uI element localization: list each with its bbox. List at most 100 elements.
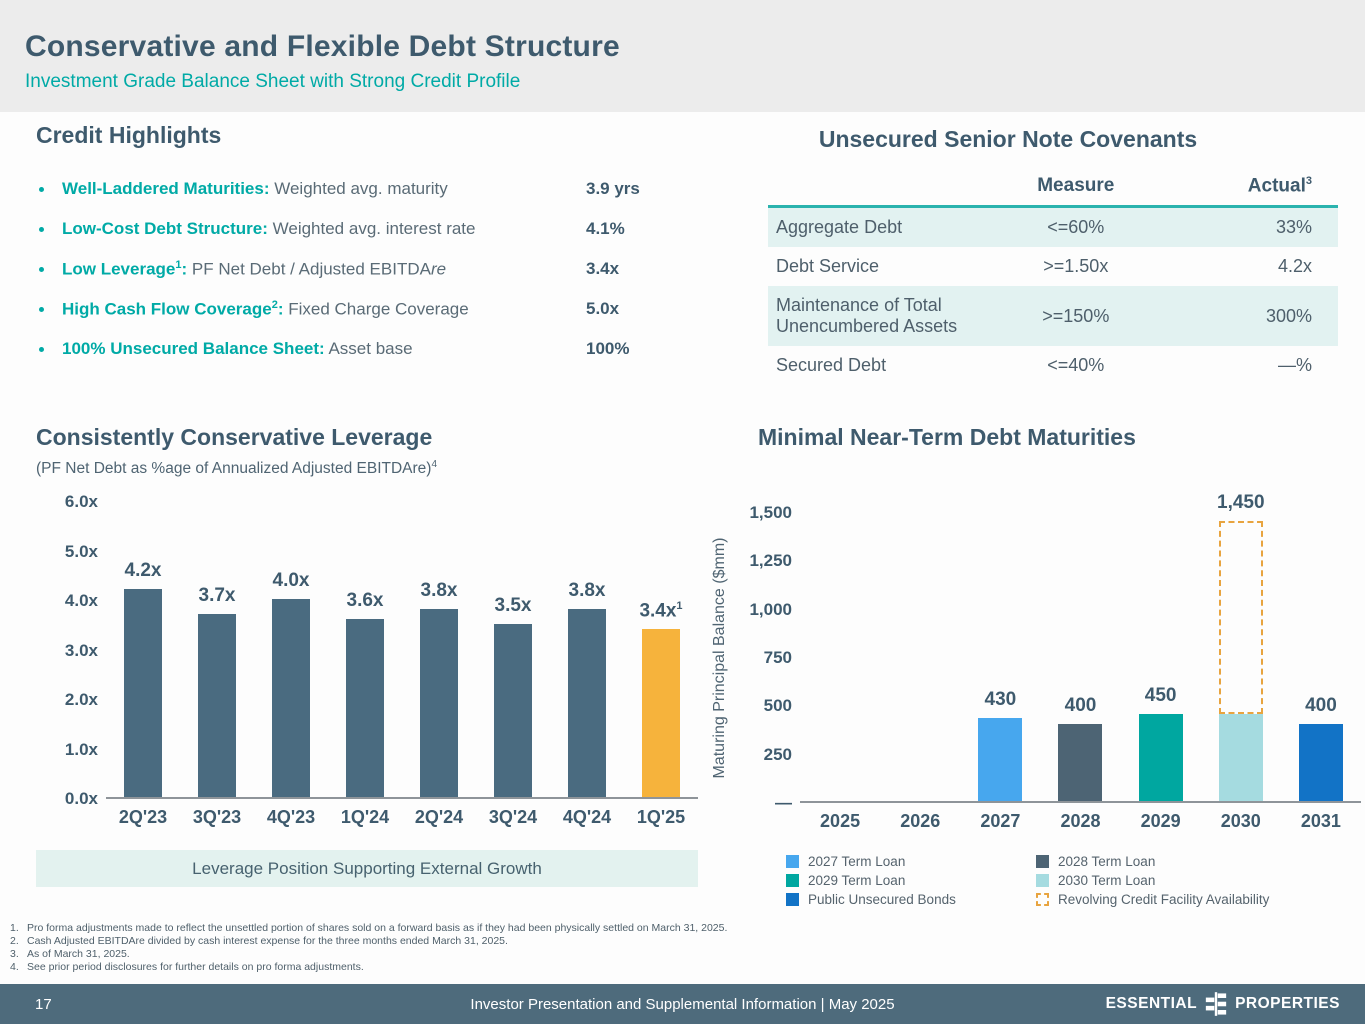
leverage-bar-slot: 4.2x — [106, 502, 180, 798]
covenants-section: Unsecured Senior Note Covenants Measure … — [768, 126, 1338, 385]
leverage-bar-slot: 3.5x — [476, 502, 550, 798]
x-tick-label: 2031 — [1300, 811, 1341, 831]
maturities-y-axis-label: Maturing Principal Balance ($mm) — [711, 537, 728, 779]
x-tick-label: 1Q'25 — [636, 807, 686, 828]
leverage-bar — [568, 609, 606, 798]
leverage-caption-banner: Leverage Position Supporting External Gr… — [36, 850, 698, 888]
slide-footer: 17 Investor Presentation and Supplementa… — [0, 984, 1365, 1024]
covenant-row: Maintenance of Total Unencumbered Assets… — [768, 286, 1338, 347]
legend-item: Public Unsecured Bonds — [786, 892, 1036, 907]
maturity-bar — [1138, 714, 1183, 801]
maturity-bar-slot — [800, 513, 880, 801]
leverage-bar-slot: 3.8x — [402, 502, 476, 798]
covenant-row: Secured Debt <=40% —% — [768, 346, 1338, 385]
x-tick-label: 2025 — [820, 811, 861, 831]
legend-item: 2030 Term Loan — [1036, 873, 1361, 888]
maturities-legend: 2027 Term Loan 2029 Term Loan Public Unsec… — [786, 854, 1361, 907]
x-tick-label: 3Q'24 — [488, 807, 538, 828]
x-tick-label: 2026 — [900, 811, 941, 831]
bullet-value: 4.1% — [586, 219, 625, 238]
bar-value-label: 4.2x — [124, 560, 162, 582]
bullet-colon: : — [277, 299, 284, 319]
footer-caption: Investor Presentation and Supplemental I… — [470, 995, 895, 1013]
covenant-measure: <=60% — [1047, 217, 1105, 238]
legend-label: 2027 Term Loan — [808, 854, 906, 869]
credit-bullet: 100% Unsecured Balance Sheet: Asset base… — [36, 329, 686, 369]
bullet-label: 100% Unsecured Balance Sheet — [62, 339, 320, 358]
legend-swatch-icon — [1036, 855, 1049, 868]
revolver-total-label: 1,450 — [1217, 492, 1265, 513]
x-tick-label: 2Q'23 — [118, 807, 168, 828]
bullet-dot-icon — [39, 346, 44, 352]
footnote-text: As of March 31, 2025. — [27, 948, 130, 960]
leverage-bar-slot: 3.4x1 — [624, 502, 698, 798]
leverage-bar — [346, 619, 384, 798]
credit-highlights-section: Credit Highlights Well-Laddered Maturiti… — [36, 122, 686, 369]
revolver-availability-box — [1218, 521, 1263, 714]
bullet-label: Well-Laddered Maturities — [62, 179, 264, 198]
x-tick-label: 4Q'24 — [562, 807, 612, 828]
credit-highlights-list: Well-Laddered Maturities: Weighted avg. … — [36, 169, 686, 369]
covenant-actual: —% — [1277, 355, 1312, 376]
footnote: 2. Cash Adjusted EBITDAre divided by cash… — [10, 935, 1110, 948]
y-tick: 6.0x — [64, 492, 98, 512]
bar-value-label: 3.6x — [346, 590, 384, 612]
maturity-bar-slot: 400 — [1040, 513, 1120, 801]
bullet-colon: : — [181, 259, 188, 279]
bar-value-label: 400 — [1064, 695, 1097, 716]
y-tick: 750 — [763, 648, 792, 667]
y-tick: 1.0x — [64, 739, 98, 759]
brand-text-properties: PROPERTIES — [1235, 995, 1340, 1012]
legend-item: 2027 Term Loan — [786, 854, 1036, 869]
legend-item: 2028 Term Loan — [1036, 854, 1361, 869]
leverage-bar — [198, 614, 236, 798]
slide-header: Conservative and Flexible Debt Structure… — [0, 0, 1365, 112]
bar-value-label: 3.4x1 — [639, 599, 683, 622]
leverage-chart-subtitle: (PF Net Debt as %age of Annualized Adjus… — [36, 459, 438, 478]
essential-properties-logo: ESSENTIAL PROPERTIES — [1106, 992, 1340, 1016]
leverage-chart: 6.0x 5.0x 4.0x 3.0x 2.0x 1.0x 0.0x 4.2x 3.7x 4.0… — [36, 492, 698, 828]
credit-bullet: Well-Laddered Maturities: Weighted avg. … — [36, 169, 686, 209]
covenant-row: Debt Service >=1.50x 4.2x — [768, 247, 1338, 286]
bar-value-label: 400 — [1305, 695, 1337, 716]
covenant-measure: >=1.50x — [1043, 256, 1109, 277]
bullet-text: High Cash Flow Coverage2: Fixed Charge C… — [62, 298, 469, 319]
covenant-name: Secured Debt — [776, 355, 887, 376]
maturity-bar — [1298, 724, 1343, 801]
covenant-name: Aggregate Debt — [776, 217, 903, 238]
legend-swatch-icon — [1036, 893, 1049, 906]
bullet-text: Low Leverage1: PF Net Debt / Adjusted EB… — [62, 258, 447, 279]
credit-highlights-heading: Credit Highlights — [36, 122, 222, 148]
legend-label: 2029 Term Loan — [808, 873, 906, 888]
maturities-chart-title: Minimal Near-Term Debt Maturities — [758, 424, 1136, 450]
footnote: 4. See prior period disclosures for furth… — [10, 961, 1110, 974]
x-tick-label: 2027 — [980, 811, 1021, 831]
maturity-bar-slot: 430 — [960, 513, 1040, 801]
covenants-col-actual: Actual3 — [1247, 175, 1312, 197]
maturities-plot-area: 430 400 450 1,450 400 — [800, 492, 1361, 803]
covenant-row: Aggregate Debt <=60% 33% — [768, 206, 1338, 248]
covenant-measure: <=40% — [1047, 355, 1105, 376]
bullet-text: 100% Unsecured Balance Sheet: Asset base — [62, 339, 413, 358]
page-title: Conservative and Flexible Debt Structure — [25, 30, 620, 63]
y-tick: — — [775, 793, 792, 812]
leverage-bar — [642, 629, 680, 798]
footnote-text: Pro forma adjustments made to reflect th… — [27, 922, 728, 934]
bullet-dot-icon — [39, 186, 44, 192]
y-tick: 250 — [763, 744, 792, 764]
legend-label: Public Unsecured Bonds — [808, 892, 956, 907]
footnote-number: 4. — [10, 961, 19, 973]
bullet-dot-icon — [39, 226, 44, 232]
legend-label: 2030 Term Loan — [1058, 873, 1156, 888]
credit-bullet: Low-Cost Debt Structure: Weighted avg. i… — [36, 209, 686, 249]
credit-bullet: Low Leverage1: PF Net Debt / Adjusted EB… — [36, 249, 686, 289]
covenant-actual: 300% — [1265, 305, 1312, 326]
y-tick: 1,250 — [749, 551, 792, 571]
legend-swatch-icon — [1036, 874, 1049, 887]
leverage-bar — [124, 589, 162, 798]
footnote-number: 3. — [10, 948, 19, 960]
bar-value-label: 3.5x — [494, 595, 532, 617]
page-number: 17 — [35, 995, 52, 1013]
covenants-header-row: Measure Actual3 — [768, 169, 1338, 207]
